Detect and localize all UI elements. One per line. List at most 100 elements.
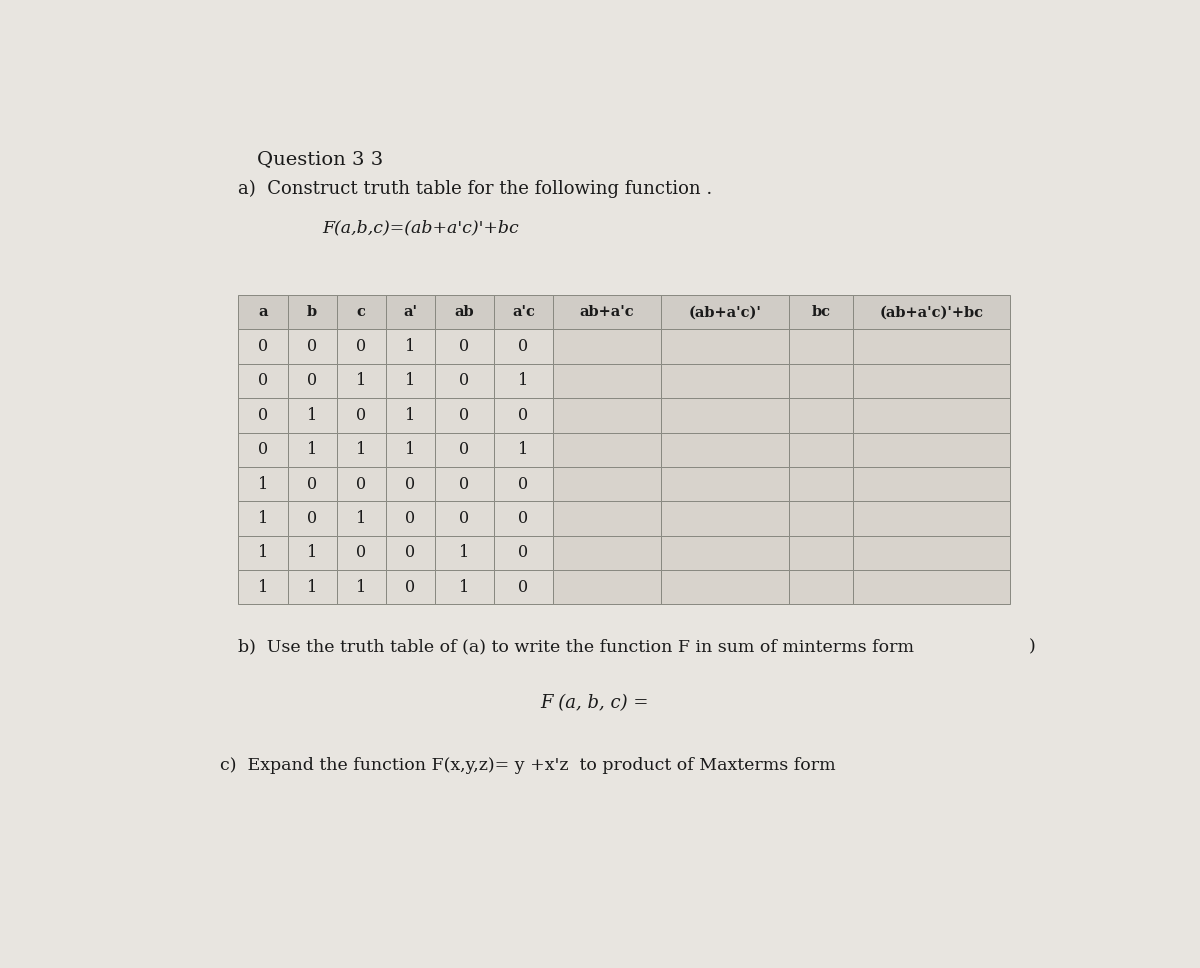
Text: 0: 0 (460, 510, 469, 527)
Text: Question 3 3: Question 3 3 (257, 150, 383, 167)
Text: a: a (258, 305, 268, 319)
Text: 1: 1 (356, 441, 366, 458)
Text: 0: 0 (258, 407, 268, 424)
Bar (436, 501, 494, 535)
Bar (553, 433, 661, 467)
Text: 1: 1 (518, 441, 529, 458)
Bar (790, 329, 853, 364)
Bar (337, 467, 386, 501)
Text: 1: 1 (518, 373, 529, 389)
Text: 1: 1 (460, 544, 469, 561)
Text: 0: 0 (356, 338, 366, 355)
Bar (288, 535, 337, 570)
Text: a)  Construct truth table for the following function .: a) Construct truth table for the followi… (239, 179, 713, 197)
Bar (661, 501, 790, 535)
Bar (386, 535, 436, 570)
Text: 0: 0 (307, 373, 317, 389)
Bar (790, 364, 853, 398)
Text: 0: 0 (258, 441, 268, 458)
Bar (386, 398, 436, 433)
Text: ): ) (1028, 638, 1036, 655)
Bar (494, 398, 553, 433)
Text: ab+a'c: ab+a'c (580, 305, 635, 319)
Bar (853, 501, 1010, 535)
Bar (239, 364, 288, 398)
Bar (790, 295, 853, 329)
Bar (853, 329, 1010, 364)
Bar (790, 398, 853, 433)
Text: 0: 0 (406, 544, 415, 561)
Bar (386, 295, 436, 329)
Text: 0: 0 (356, 407, 366, 424)
Bar (436, 329, 494, 364)
Bar (661, 467, 790, 501)
Text: 1: 1 (307, 407, 317, 424)
Bar (553, 295, 661, 329)
Text: 0: 0 (307, 338, 317, 355)
Bar (661, 535, 790, 570)
Text: 0: 0 (406, 579, 415, 595)
Bar (853, 433, 1010, 467)
Text: b: b (307, 305, 317, 319)
Text: 1: 1 (307, 441, 317, 458)
Bar (553, 501, 661, 535)
Bar (553, 398, 661, 433)
Text: 0: 0 (258, 373, 268, 389)
Bar (288, 329, 337, 364)
Bar (494, 467, 553, 501)
Bar (661, 570, 790, 604)
Text: 0: 0 (460, 373, 469, 389)
Bar (239, 535, 288, 570)
Text: 1: 1 (460, 579, 469, 595)
Bar (239, 295, 288, 329)
Bar (494, 570, 553, 604)
Bar (790, 535, 853, 570)
Bar (386, 433, 436, 467)
Text: 0: 0 (460, 475, 469, 493)
Text: 0: 0 (307, 510, 317, 527)
Text: (ab+a'c)'+bc: (ab+a'c)'+bc (880, 305, 984, 319)
Bar (288, 398, 337, 433)
Bar (337, 329, 386, 364)
Bar (790, 467, 853, 501)
Text: 1: 1 (356, 579, 366, 595)
Text: 0: 0 (518, 475, 528, 493)
Bar (494, 329, 553, 364)
Text: 0: 0 (518, 579, 528, 595)
Bar (337, 433, 386, 467)
Text: bc: bc (811, 305, 830, 319)
Bar (494, 433, 553, 467)
Bar (853, 295, 1010, 329)
Bar (337, 364, 386, 398)
Bar (661, 364, 790, 398)
Bar (661, 398, 790, 433)
Text: 0: 0 (460, 441, 469, 458)
Bar (288, 364, 337, 398)
Bar (436, 570, 494, 604)
Text: ab: ab (455, 305, 474, 319)
Text: 0: 0 (258, 338, 268, 355)
Bar (337, 570, 386, 604)
Bar (239, 398, 288, 433)
Text: 0: 0 (460, 338, 469, 355)
Bar (288, 433, 337, 467)
Bar (288, 295, 337, 329)
Bar (853, 364, 1010, 398)
Text: 0: 0 (356, 475, 366, 493)
Bar (853, 570, 1010, 604)
Text: 1: 1 (258, 475, 268, 493)
Bar (853, 398, 1010, 433)
Bar (386, 501, 436, 535)
Bar (337, 398, 386, 433)
Text: b)  Use the truth table of (a) to write the function F in sum of minterms form: b) Use the truth table of (a) to write t… (239, 638, 914, 655)
Bar (436, 364, 494, 398)
Text: 0: 0 (307, 475, 317, 493)
Text: (ab+a'c)': (ab+a'c)' (689, 305, 762, 319)
Bar (494, 295, 553, 329)
Bar (661, 433, 790, 467)
Bar (494, 501, 553, 535)
Bar (661, 329, 790, 364)
Text: 0: 0 (406, 475, 415, 493)
Bar (337, 295, 386, 329)
Bar (436, 398, 494, 433)
